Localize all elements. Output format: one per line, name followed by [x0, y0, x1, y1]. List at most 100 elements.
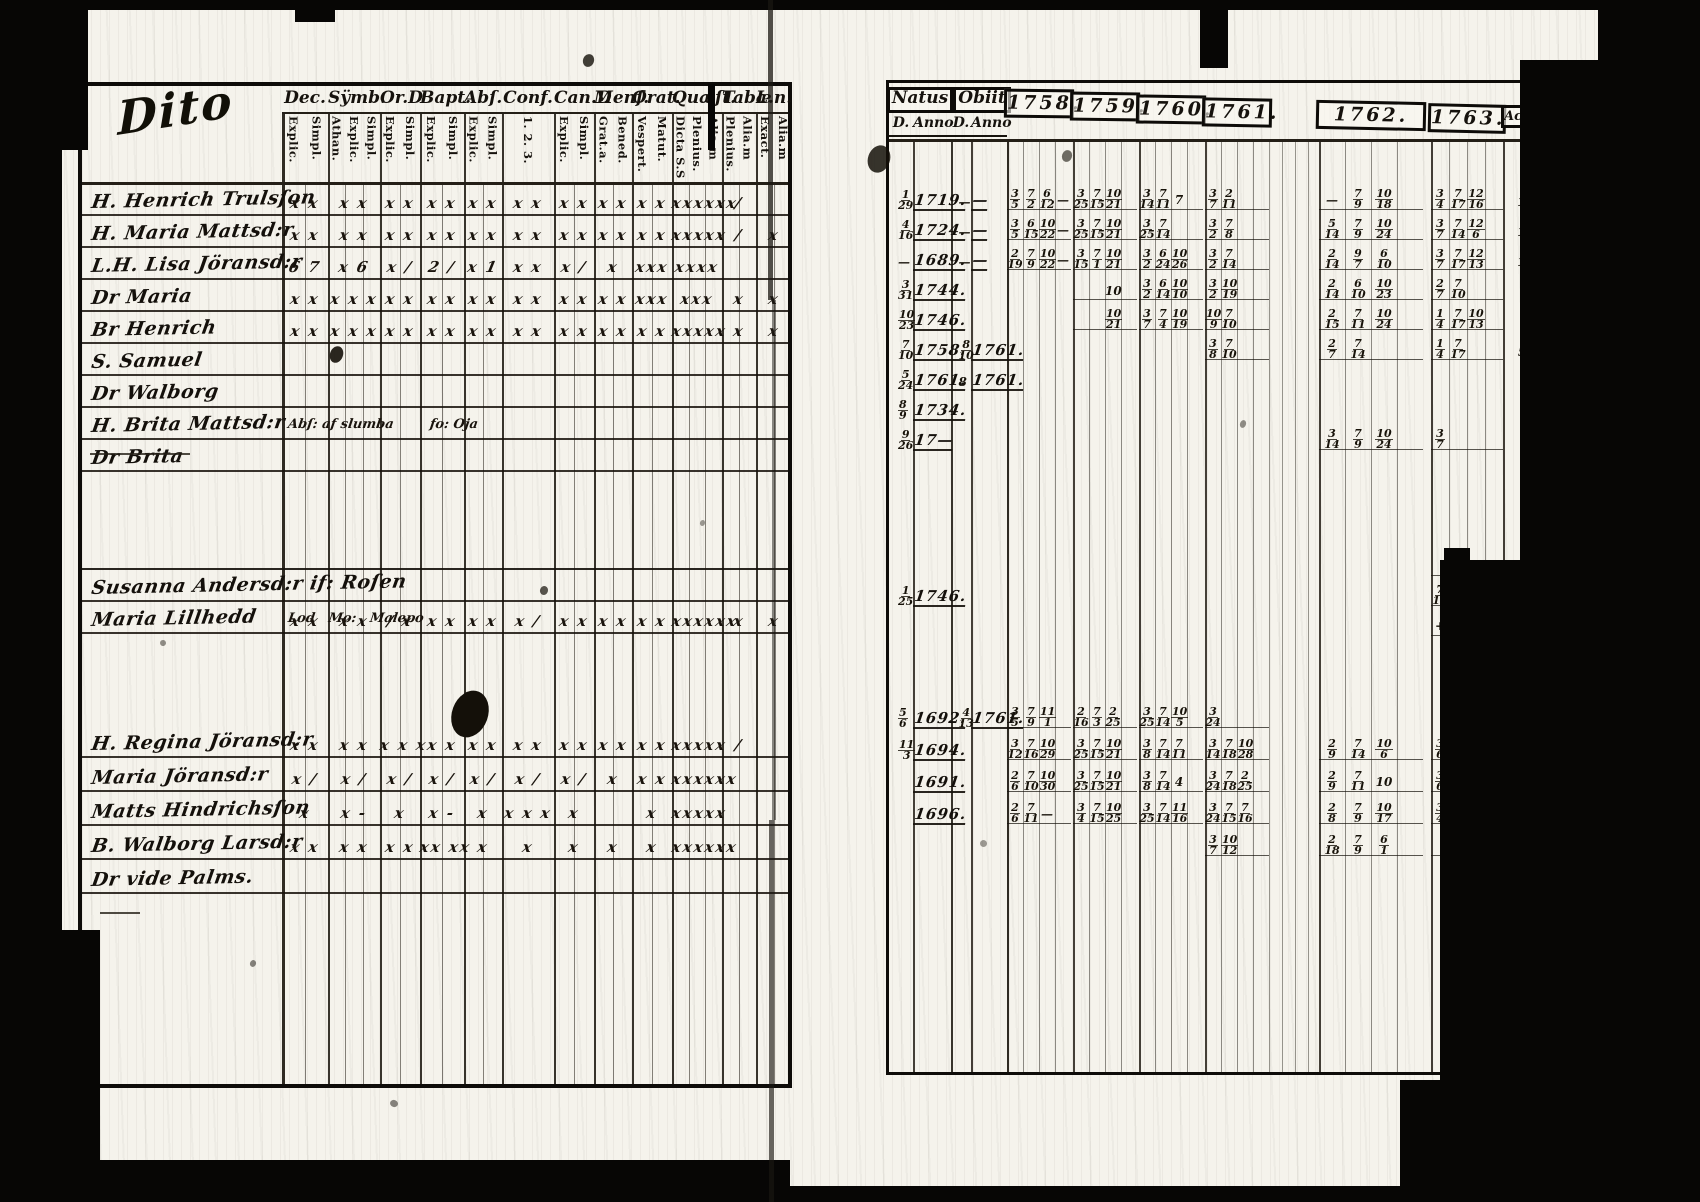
death-year: —: [971, 251, 990, 271]
communion-dates: 3 14 7 9 10 24: [1319, 428, 1423, 450]
column-rule: [1295, 141, 1296, 1072]
column-rule: [672, 112, 674, 1084]
black-border: [0, 930, 100, 1202]
examination-marks: x 1: [465, 258, 501, 276]
column-header: Can.D: [554, 88, 612, 108]
date-entry: 7 18: [1221, 737, 1237, 761]
person-name: Susanna Andersd:r if: Roſen: [90, 570, 409, 599]
examination-marks: xxx: [633, 258, 671, 276]
column-rule: [380, 112, 382, 1084]
column-rule: [1089, 141, 1090, 1072]
communion-dates: 2 6 7 11—: [1007, 801, 1071, 825]
year-header: 1760.: [1135, 94, 1214, 125]
anno-header: Anno: [913, 115, 954, 137]
examination-marks: x x: [425, 612, 459, 630]
column-subheaders: Explic. Simpl.: [554, 114, 594, 182]
date-entry: 7 16: [1023, 737, 1039, 761]
column-rule: [1139, 141, 1141, 1072]
date-entry: 3 24: [1205, 769, 1221, 793]
examination-marks: x: [520, 838, 536, 856]
birth-day: 5 24: [898, 368, 914, 392]
communion-dates: 10 21: [1073, 308, 1137, 330]
communion-dates: 3 7 7 14 12 6: [1431, 217, 1503, 241]
date-entry: 12 6: [1467, 217, 1485, 241]
date-entry: 10 23: [1375, 277, 1393, 301]
date-entry: 10 25: [1105, 801, 1123, 825]
column-subheader: Simpl.: [403, 116, 417, 161]
communion-dates: 3 2 10 19: [1205, 278, 1269, 300]
column-rule: [420, 112, 422, 1084]
examination-marks: xxx: [633, 290, 671, 308]
birth-year: 1694.: [913, 741, 968, 761]
year-header: 1763.: [1427, 103, 1507, 134]
column-subheader: Plenius.: [689, 116, 704, 172]
row-note: Abſ: af slumba fo: Oja: [286, 417, 479, 432]
column-rule: [1023, 141, 1024, 1072]
examination-marks: x x: [466, 290, 500, 308]
examination-marks: x 6: [336, 258, 372, 276]
column-rule: [574, 184, 575, 1084]
obiit-header: Obiit: [953, 87, 1011, 113]
communion-dates: 3 2 7 14: [1205, 248, 1269, 270]
column-rule: [739, 184, 740, 1084]
column-rule: [913, 139, 915, 1072]
examination-marks: x x: [466, 194, 500, 212]
date-entry: 2 11: [1221, 187, 1237, 211]
register-row: 1 29 1719. — —3 5 7 2 6 12—3 25 7 15 10 21 3 14 7 11 7 3 7 2 11…: [889, 183, 1593, 213]
examination-marks: 2 /: [426, 258, 458, 276]
date-entry: 7 10: [1023, 769, 1039, 793]
person-name: S. Samuel: [90, 348, 204, 373]
column-subheaders: Exact. Alia.m: [756, 114, 792, 182]
examination-marks: x x: [635, 612, 669, 630]
date-entry: 10 24: [1375, 307, 1393, 331]
date-entry: 10 24: [1375, 217, 1393, 241]
examination-marks: x x: [288, 736, 322, 754]
column-header: Bapt.: [420, 88, 472, 108]
examination-marks: x x: [383, 322, 417, 340]
date-entry: 10 19: [1171, 307, 1189, 331]
date-entry: —: [1057, 193, 1069, 207]
column-subheaders: Explic. Simpl.: [464, 114, 502, 182]
examination-marks: x x: [425, 290, 459, 308]
examination-marks: x x: [557, 736, 591, 754]
column-subheader: Simpl.: [309, 116, 324, 161]
examination-marks: x: [605, 838, 621, 856]
communion-dates: 2 14 6 10 10 23: [1319, 277, 1423, 301]
person-name: Br Henrich: [90, 316, 219, 341]
column-rule: [483, 184, 484, 1084]
column-rule: [1121, 141, 1122, 1072]
date-entry: 11 16: [1171, 801, 1189, 825]
register-row: 5 6 1692. 4 13 1761. 3 5 7 9 11 1 2 16 7 3 2 25 3 25 7 14 10 5 3…: [889, 699, 1593, 731]
birth-day: 1 29: [898, 188, 914, 212]
column-rule: [1155, 141, 1156, 1072]
column-rule: [1055, 141, 1056, 1072]
column-rule: [632, 112, 634, 1084]
birth-day: 9 26: [898, 428, 914, 452]
birth-year: 1696.: [913, 805, 968, 825]
examination-marks: x x: [557, 612, 591, 630]
column-subheaders: Grat.a. Bened.: [594, 114, 632, 182]
examination-marks: x /: [385, 770, 415, 788]
examination-marks: xxxxx: [670, 226, 729, 244]
date-entry: 7 11: [1350, 769, 1366, 793]
date-entry: 2 25: [1237, 769, 1253, 793]
column-rule: [362, 184, 364, 1084]
column-subheaders: Vespert. Matut.: [632, 114, 672, 182]
death-year: 1761.: [971, 341, 1026, 361]
row-section: 1 29 1719. — —3 5 7 2 6 12—3 25 7 15 10 21 3 14 7 11 7 3 7 2 11…: [889, 183, 1593, 453]
date-entry: 3 25: [1139, 801, 1155, 825]
examination-marks: 6 7: [287, 258, 323, 276]
black-border: [0, 0, 88, 150]
person-name: H. Maria Mattsd:r: [90, 218, 296, 245]
column-rule: [1205, 141, 1207, 1072]
